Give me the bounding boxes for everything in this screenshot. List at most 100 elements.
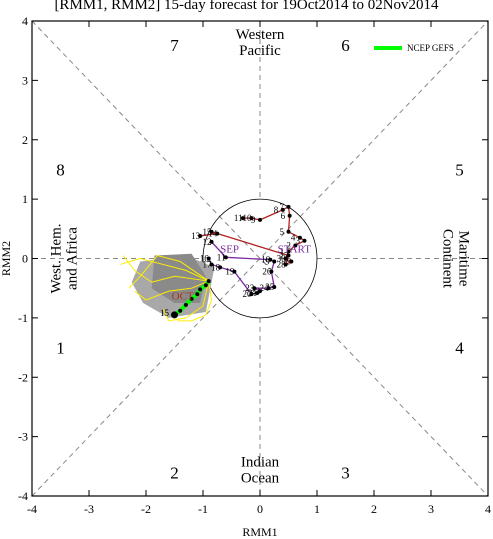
region-label-2-line-0: West. Hem. [48,223,64,293]
series-2-point-6 [178,308,183,313]
series-0-point-15 [209,229,214,234]
series-0-label-12: 29 [282,256,292,266]
series-0-label-9: 2 [286,240,291,250]
ytick-label-2: -2 [18,370,28,384]
series-1-label-14: 16 [200,254,210,264]
forecast-end-point [171,311,178,319]
region-label-2-line-1: and Africa [64,227,80,290]
xtick-label-5: 1 [314,502,320,516]
series-0-point-16 [215,231,220,236]
series-2-point-2 [198,287,203,292]
unit-circle [202,198,318,319]
ensemble-spread-inner [151,253,206,304]
series-0-label-5: 6 [281,211,286,221]
start-label: START [278,243,312,255]
series-0-point-9 [293,243,298,248]
ensemble-member-3 [162,280,210,322]
series-1-point-9 [255,290,260,295]
series-0-label-14: 27 [280,251,290,261]
phase-label-1: 1 [56,339,65,358]
series-0-label-8: 3 [295,236,300,246]
series-2-point-0 [206,279,211,284]
region-label-0-line-0: Western [236,27,285,43]
series-1-point-2 [268,257,273,262]
ensemble-member-6 [122,255,209,283]
series-0-point-12 [289,259,294,264]
month-label-0: SEP [220,243,239,255]
xtick-label-4: 0 [257,502,263,516]
region-label-0-line-1: Pacific [239,43,281,59]
series-1-point-12 [218,265,223,270]
series-2 [172,279,211,317]
ytick-label-3: -1 [18,311,28,325]
series-1-label-6: 24 [260,283,270,293]
series-1-point-14 [206,256,211,261]
series-0-point-6 [286,229,291,234]
xtick-label-8: 4 [485,502,491,516]
phase-label-5: 5 [455,160,464,179]
series-0-point-4 [286,204,291,209]
series-1-point-11 [232,269,237,274]
region-label-3-line-1: Continent [440,229,456,289]
series-1-point-8 [258,289,262,294]
series-0-point-5 [287,213,292,218]
forecast-end-label: 15 [160,308,170,318]
series-0-point-10 [286,249,291,254]
ytick-label-6: 2 [22,133,28,147]
xtick-label-3: -1 [198,502,208,516]
series-1-point-3 [272,259,277,264]
series-0-label-1: 10 [242,213,252,223]
phase-divider-diag1 [31,20,489,497]
ytick-label-8: 4 [22,14,28,28]
month-label-1: OCT [172,290,194,302]
ytick-label-4: 0 [22,252,28,266]
ytick-label-1: -3 [18,430,28,444]
series-0-label-13: 28 [277,259,287,269]
series-1-point-1 [223,255,228,260]
x-axis-label: RMM1 [242,525,277,539]
legend-label: NCEP GEFS [407,43,454,53]
series-0-point-3 [280,207,285,212]
xtick-label-0: -4 [27,502,37,516]
series-0-label-3: 8 [274,205,279,215]
series-0-label-11: 30 [277,254,287,264]
phase-label-2: 2 [170,463,179,482]
series-0-point-2 [258,217,262,222]
series-1: 12111092625242322212019181716 [200,237,277,299]
series-0-label-15: 15 [203,227,213,237]
series-2-point-1 [203,283,208,288]
phase-divider-diag2 [31,20,489,497]
xtick-label-2: -2 [141,502,151,516]
ytick-label-7: 3 [22,73,28,87]
series-1-label-4: 26 [262,267,272,277]
series-2-point-5 [183,302,188,307]
series-1-point-13 [209,262,214,267]
ensemble-member-5 [177,280,213,322]
series-1-label-1: 11 [217,252,226,262]
xtick-label-7: 3 [428,502,434,516]
series-0-label-6: 5 [280,227,285,237]
xtick-label-1: -3 [84,502,94,516]
series-1-label-10: 20 [242,289,252,299]
series-1-label-11: 19 [225,267,235,277]
series-1-point-6 [266,286,271,291]
series-2-point-4 [189,296,194,301]
phase-label-4: 4 [455,339,464,358]
phase-label-7: 7 [170,36,179,55]
series-1-point-4 [269,269,274,274]
region-label-2: West. Hem. and Africa [48,223,80,293]
series-0-point-1 [249,216,254,221]
series-1-label-7: 23 [245,283,255,293]
series-2-point-3 [195,292,200,297]
series-0-label-10: 1 [280,246,285,256]
series-0-label-16: 14 [208,229,218,239]
ensemble-member-1 [120,257,209,282]
series-1-point-0 [209,239,214,244]
phase-label-6: 6 [341,36,350,55]
series-0-label-7: 4 [291,233,296,243]
series-1-label-0: 12 [203,237,212,247]
